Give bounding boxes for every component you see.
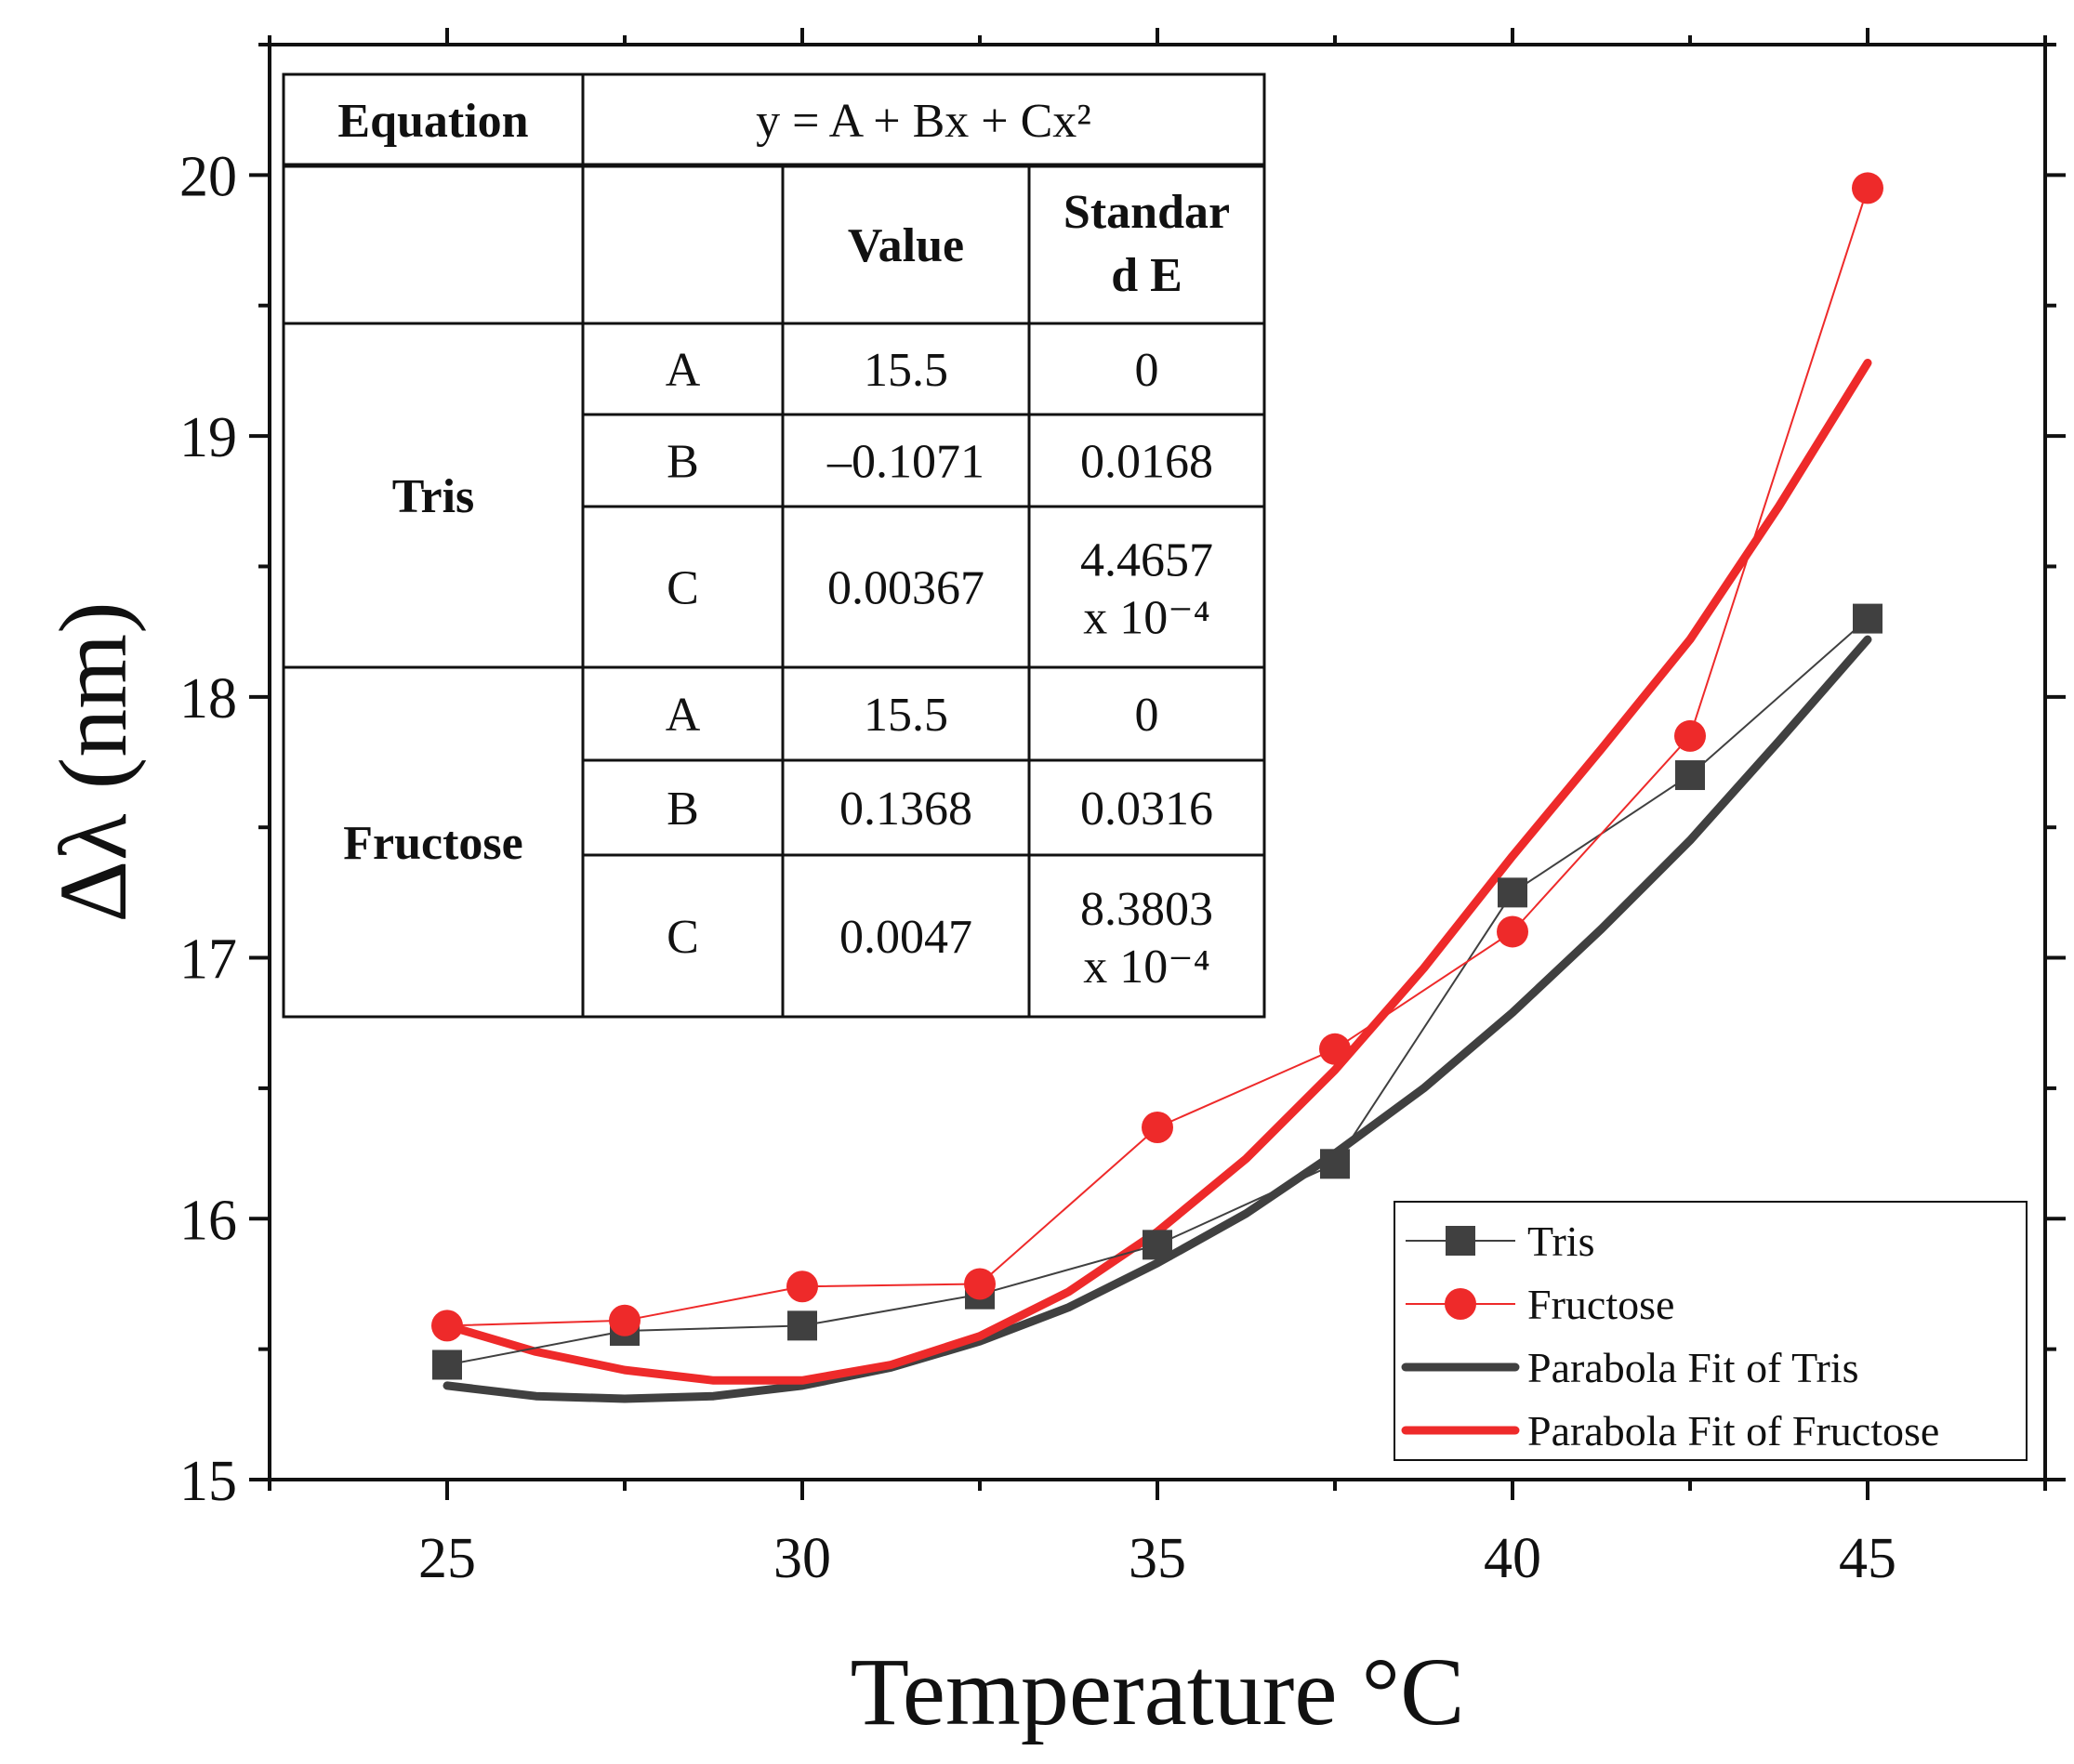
table-value: 15.5 xyxy=(864,689,948,742)
data-series xyxy=(431,172,1883,1380)
y-tick-label: 16 xyxy=(179,1189,237,1252)
table-col-std: Standar xyxy=(1063,186,1230,239)
table-col-value: Value xyxy=(848,219,964,272)
table-value: –0.1071 xyxy=(826,436,984,489)
y-axis-title: Δλ (nm) xyxy=(40,601,147,922)
table-std-error-exp: x 10⁻⁴ xyxy=(1083,592,1210,645)
table-value: 0.1368 xyxy=(839,783,972,836)
table-group-name: Fructose xyxy=(343,817,522,870)
table-std-error: 0.0168 xyxy=(1080,436,1213,489)
table-value: 0.00367 xyxy=(827,562,984,615)
table-param: C xyxy=(667,562,699,615)
data-point-tris xyxy=(1320,1149,1350,1179)
data-point-tris xyxy=(1675,760,1705,791)
data-point-fructose xyxy=(1497,915,1528,948)
table-param: A xyxy=(666,689,701,742)
y-tick-label: 18 xyxy=(179,667,237,731)
table-frame xyxy=(282,72,1266,1019)
data-point-fructose xyxy=(431,1310,463,1342)
legend-frame xyxy=(1394,1201,2028,1461)
data-point-fructose xyxy=(1142,1112,1173,1144)
table-std-error-exp: x 10⁻⁴ xyxy=(1083,941,1210,994)
legend-label: Fructose xyxy=(1527,1281,1674,1328)
legend-square-marker xyxy=(1446,1226,1475,1256)
legend-label: Parabola Fit of Tris xyxy=(1527,1344,1859,1391)
y-tick-label: 17 xyxy=(179,928,237,992)
table-param: B xyxy=(667,783,699,836)
data-point-tris xyxy=(787,1310,817,1341)
data-point-fructose xyxy=(1852,172,1883,204)
table-std-error: 0 xyxy=(1135,344,1159,397)
x-axis-title: Temperature °C xyxy=(851,1639,1465,1745)
x-tick-label: 25 xyxy=(418,1527,476,1590)
data-point-fructose xyxy=(1674,719,1706,752)
data-point-tris xyxy=(1498,877,1527,908)
axes-layer xyxy=(249,28,2066,1500)
table-value: 0.0047 xyxy=(839,911,972,964)
legend-label: Parabola Fit of Fructose xyxy=(1527,1407,1939,1455)
table-std-error: 8.3803 xyxy=(1080,883,1213,936)
x-tick-label: 45 xyxy=(1839,1527,1896,1590)
data-point-fructose xyxy=(609,1304,641,1336)
y-tick-label: 15 xyxy=(179,1450,237,1513)
table-param: A xyxy=(666,344,701,397)
data-point-tris xyxy=(432,1349,462,1380)
table-group-name: Tris xyxy=(392,470,475,523)
data-point-fructose xyxy=(1319,1033,1351,1065)
legend: Tris Fructose Parabola Fit of Tris Parabola… xyxy=(1394,1201,2028,1461)
x-tick-label: 35 xyxy=(1129,1527,1186,1590)
table-param: B xyxy=(667,436,699,489)
table-std-error: 4.4657 xyxy=(1080,534,1213,587)
table-std-error: 0 xyxy=(1135,689,1159,742)
x-tick-label: 30 xyxy=(773,1527,831,1590)
legend-label: Tris xyxy=(1527,1218,1594,1265)
table-header-label: Equation xyxy=(337,95,528,148)
y-tick-label: 19 xyxy=(179,406,237,469)
x-tick-label: 40 xyxy=(1484,1527,1541,1590)
axis-labels: 25 30 35 40 45 15 16 17 18 19 20 Temperature °C Δλ (… xyxy=(40,145,1896,1745)
legend-circle-marker xyxy=(1445,1288,1476,1320)
table-equation: y = A + Bx + Cx² xyxy=(756,95,1091,148)
table-col-std: d E xyxy=(1111,249,1182,302)
table-std-error: 0.0316 xyxy=(1080,783,1213,836)
table-param: C xyxy=(667,911,699,964)
table-value: 15.5 xyxy=(864,344,948,397)
y-tick-label: 20 xyxy=(179,145,237,208)
data-point-fructose xyxy=(964,1268,996,1300)
data-point-tris xyxy=(1143,1230,1172,1260)
data-point-tris xyxy=(1853,603,1882,634)
parameter-table: Equation y = A + Bx + Cx² Value Standar d E T… xyxy=(282,72,1266,1019)
fit-curve-tris xyxy=(443,635,1872,1403)
data-point-fructose xyxy=(786,1270,818,1303)
